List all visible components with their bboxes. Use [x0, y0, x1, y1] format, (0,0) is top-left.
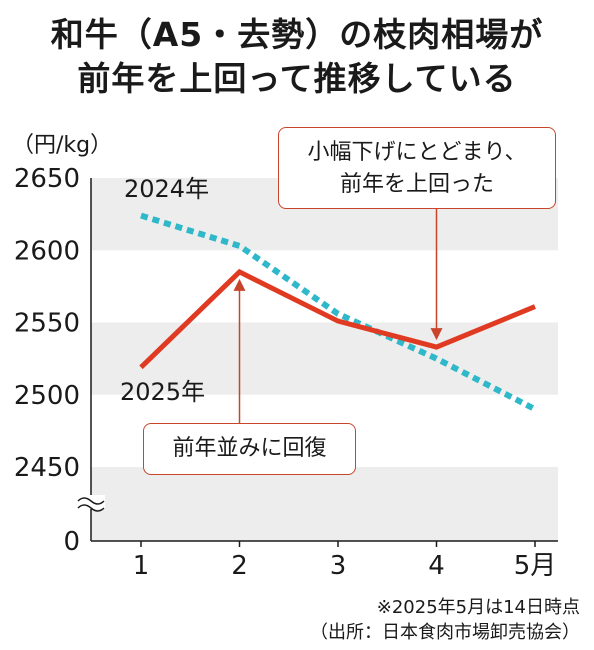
- axis-break-wave-top: [77, 497, 105, 505]
- x-tick-label: 5月: [514, 551, 557, 581]
- y-axis-label: （円/kg）: [12, 133, 112, 158]
- annotation-callout-may: 小幅下げにとどまり、 前年を上回った: [278, 127, 556, 209]
- y-tick-label: 2500: [14, 381, 80, 411]
- series-label-2024: 2024年: [124, 175, 209, 203]
- grid-band: [91, 322, 558, 395]
- y-tick-label: 0: [63, 527, 80, 557]
- grid-bands: [91, 178, 558, 541]
- x-tick-labels: 1 2 3 4 5月: [133, 541, 557, 581]
- arrow-head-recovery: [233, 278, 246, 291]
- chart-title-line1: 和牛（A5・去勢）の枝肉相場が: [50, 15, 544, 54]
- axis-break-gap: [77, 495, 105, 509]
- series-label-2025: 2025年: [120, 378, 205, 406]
- y-tick-label: 2450: [14, 453, 80, 483]
- footnote-source: （出所：日本食肉市場卸売協会）: [310, 622, 580, 643]
- arrow-head-may: [430, 328, 443, 341]
- series-line-2024: [140, 212, 537, 412]
- footnote-date: ※2025年5月は14日時点: [376, 597, 580, 618]
- series-lines: [139, 212, 537, 412]
- y-tick-label: 2600: [14, 236, 80, 266]
- y-tick-label: 2650: [14, 164, 80, 194]
- annotation-callout-may-line2: 前年を上回った: [339, 172, 494, 197]
- axis-break-wave-bottom: [77, 504, 105, 512]
- x-tick-label: 3: [330, 551, 347, 581]
- annotation-callout-recovery: 前年並みに回復: [143, 423, 356, 475]
- series-line-2025: [139, 268, 536, 370]
- annotation-callout-may-line1: 小幅下げにとどまり、: [307, 140, 527, 165]
- axis-break-mark: [77, 495, 105, 512]
- x-tick-label: 2: [231, 551, 248, 581]
- grid-band: [91, 467, 558, 541]
- y-tick-label: 2550: [14, 309, 80, 339]
- x-tick-label: 4: [428, 551, 445, 581]
- chart-title-line2: 前年を上回って推移している: [77, 59, 517, 98]
- annotation-arrows: [233, 209, 443, 423]
- y-tick-labels: 2650 2600 2550 2500 2450 0: [14, 164, 80, 557]
- x-tick-label: 1: [133, 551, 150, 581]
